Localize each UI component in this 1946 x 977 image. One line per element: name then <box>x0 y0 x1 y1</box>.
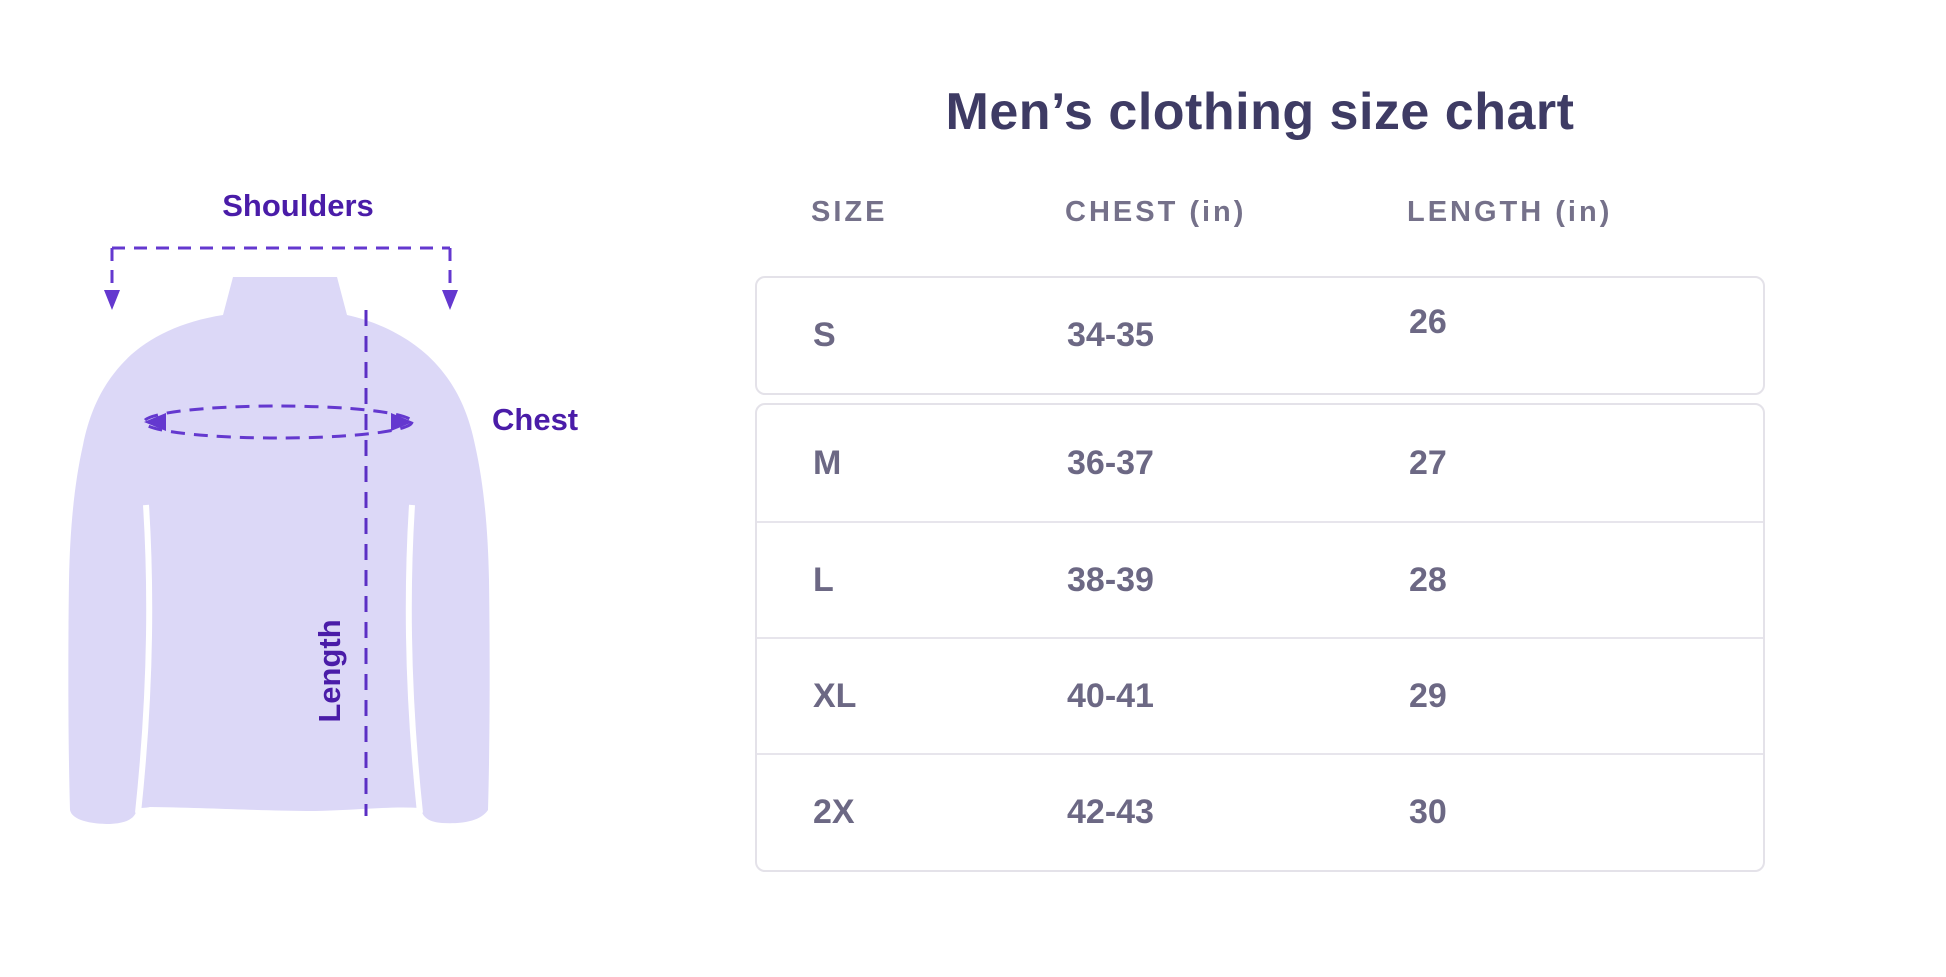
header-chest: CHEST (in) <box>1065 196 1247 228</box>
cell-chest: 38-39 <box>1067 560 1154 599</box>
cell-chest: 34-35 <box>1067 316 1154 354</box>
cell-size: 2X <box>813 792 855 831</box>
cell-size: L <box>813 560 834 599</box>
size-table-box-s: S 34-35 26 <box>755 276 1765 395</box>
table-row: 2X 42-43 30 <box>757 753 1763 869</box>
arrow-down-left-icon <box>104 290 120 310</box>
table-row: S 34-35 26 <box>757 278 1763 393</box>
cell-length: 29 <box>1409 676 1447 715</box>
cell-chest: 42-43 <box>1067 792 1154 831</box>
chest-label: Chest <box>492 402 579 437</box>
table-row: L 38-39 28 <box>757 521 1763 637</box>
cell-size: XL <box>813 676 857 715</box>
header-length: LENGTH (in) <box>1407 196 1613 228</box>
size-table-header: SIZE CHEST (in) LENGTH (in) <box>755 196 1765 229</box>
table-row: XL 40-41 29 <box>757 637 1763 753</box>
chest-measure-ellipse <box>142 404 414 440</box>
arrow-right-icon <box>391 413 413 431</box>
sleeve-seams <box>135 504 423 814</box>
length-label: Length <box>312 619 347 723</box>
cell-length: 27 <box>1409 443 1447 482</box>
size-table-box-main: M 36-37 27 L 38-39 28 XL 40-41 29 2X 42-… <box>755 403 1765 872</box>
arrow-down-right-icon <box>442 290 458 310</box>
cell-chest: 36-37 <box>1067 443 1154 482</box>
page-title: Men’s clothing size chart <box>945 83 1575 141</box>
cell-size: S <box>813 316 836 354</box>
shoulders-label: Shoulders <box>222 188 374 223</box>
header-size: SIZE <box>811 196 888 228</box>
shirt-illustration <box>68 277 490 824</box>
cell-length: 30 <box>1409 792 1447 831</box>
cell-length: 28 <box>1409 560 1447 599</box>
cell-length: 26 <box>1409 303 1447 341</box>
arrow-left-icon <box>144 413 166 431</box>
shoulders-measure-arrows <box>104 246 458 310</box>
cell-size: M <box>813 443 842 482</box>
shirt-silhouette <box>68 277 490 824</box>
cell-chest: 40-41 <box>1067 676 1154 715</box>
table-row: M 36-37 27 <box>757 405 1763 521</box>
